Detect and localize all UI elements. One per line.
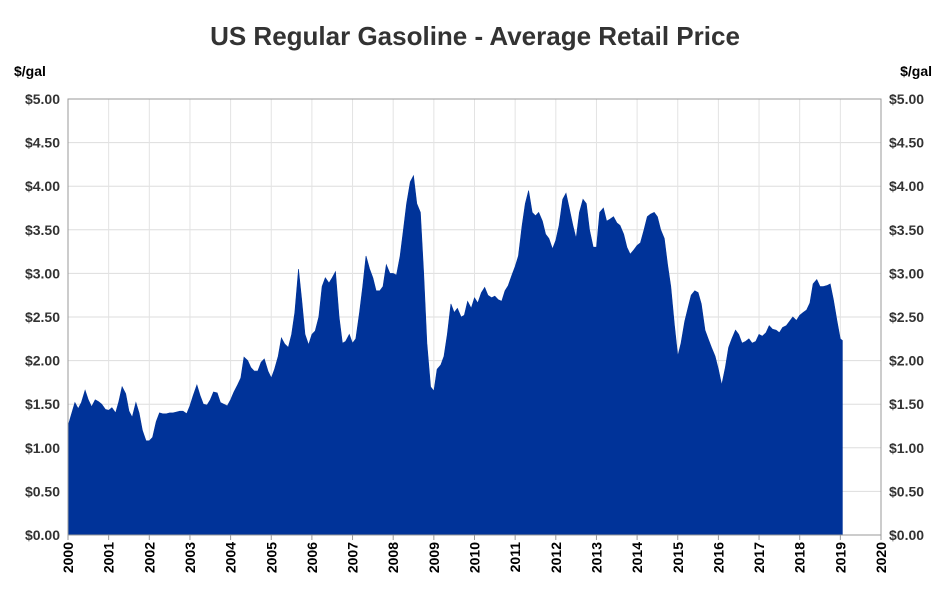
x-tick-label: 2004 <box>223 542 239 573</box>
x-tick-label: 2012 <box>548 542 564 573</box>
x-tick-label: 2010 <box>467 542 483 573</box>
x-tick-label: 2003 <box>182 542 198 573</box>
x-tick-label: 2008 <box>385 542 401 573</box>
y-tick-label-left: $2.50 <box>25 309 60 325</box>
right-y-unit-label: $/gal <box>900 63 932 79</box>
y-tick-label-right: $0.00 <box>889 527 924 543</box>
x-tick-label: 2001 <box>101 542 117 573</box>
y-axis-left: $0.00 $0.50 $1.00 $1.50 $2.00 $2.50 $3.00 $3.50… <box>25 91 60 543</box>
price-area-series <box>67 174 843 536</box>
y-tick-label-left: $4.50 <box>25 135 60 151</box>
x-tick-label: 2011 <box>507 542 523 573</box>
y-tick-label-right: $4.00 <box>889 178 924 194</box>
x-tick-label: 2006 <box>304 542 320 573</box>
y-tick-label-left: $3.50 <box>25 222 60 238</box>
x-tick-label: 2009 <box>426 542 442 573</box>
x-tick-label: 2013 <box>588 542 604 573</box>
left-y-unit-label: $/gal <box>14 63 46 79</box>
x-tick-label: 2007 <box>345 542 361 573</box>
chart-title: US Regular Gasoline - Average Retail Pri… <box>210 21 740 51</box>
x-tick-label: 2015 <box>670 542 686 573</box>
y-tick-label-right: $2.50 <box>889 309 924 325</box>
y-tick-label-right: $0.50 <box>889 483 924 499</box>
x-tick-label: 2018 <box>792 542 808 573</box>
y-tick-label-left: $4.00 <box>25 178 60 194</box>
x-tick-label: 2019 <box>832 542 848 573</box>
x-tick-label: 2016 <box>710 542 726 573</box>
y-tick-label-left: $0.00 <box>25 527 60 543</box>
y-tick-label-right: $4.50 <box>889 135 924 151</box>
x-axis: 2000 2001 2002 2003 2004 2005 2006 2007 2008 2009… <box>60 535 889 573</box>
x-tick-label: 2020 <box>873 542 889 573</box>
y-tick-label-right: $3.50 <box>889 222 924 238</box>
y-tick-label-left: $0.50 <box>25 483 60 499</box>
y-axis-right: $0.00 $0.50 $1.00 $1.50 $2.00 $2.50 $3.00 $3.50… <box>889 91 924 543</box>
y-tick-label-right: $2.00 <box>889 353 924 369</box>
y-tick-label-right: $5.00 <box>889 91 924 107</box>
y-tick-label-left: $1.00 <box>25 440 60 456</box>
x-tick-label: 2014 <box>629 542 645 573</box>
x-tick-label: 2002 <box>141 542 157 573</box>
x-tick-label: 2000 <box>60 542 76 573</box>
y-tick-label-right: $1.00 <box>889 440 924 456</box>
y-tick-label-left: $5.00 <box>25 91 60 107</box>
y-tick-label-right: $1.50 <box>889 396 924 412</box>
y-tick-label-left: $3.00 <box>25 265 60 281</box>
y-tick-label-left: $1.50 <box>25 396 60 412</box>
y-tick-label-left: $2.00 <box>25 353 60 369</box>
x-tick-label: 2017 <box>751 542 767 573</box>
x-tick-label: 2005 <box>263 542 279 573</box>
plot-area <box>67 174 843 536</box>
y-tick-label-right: $3.00 <box>889 265 924 281</box>
